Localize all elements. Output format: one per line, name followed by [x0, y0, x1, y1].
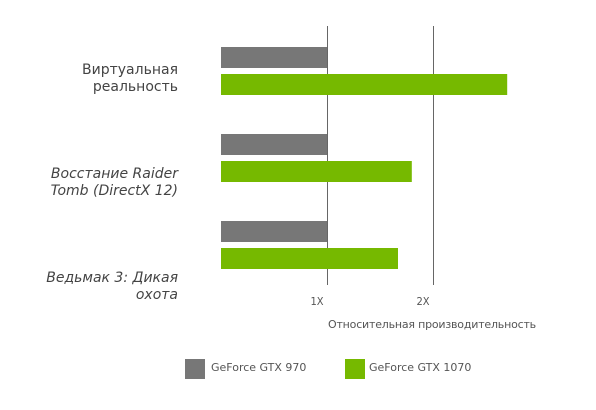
category-label-line: Восстание Raider	[50, 166, 178, 182]
bar-series-1-category-1	[221, 47, 327, 68]
x-tick-label: 2X	[416, 295, 430, 308]
bar-series-2-category-3	[221, 248, 398, 269]
category-label-line: реальность	[92, 79, 178, 95]
bar-series-2-category-1	[221, 74, 508, 95]
category-label-line: охота	[135, 287, 178, 303]
category-label-1: Виртуальная реальность	[8, 62, 178, 96]
x-axis-title: Относительная производительность	[328, 318, 536, 331]
legend-swatch	[345, 359, 365, 379]
category-label-line: Виртуальная	[82, 62, 178, 78]
bars	[221, 47, 508, 269]
category-label-line: Ведьмак 3: Дикая	[46, 270, 178, 286]
bar-series-1-category-2	[221, 134, 327, 155]
category-label-3: Ведьмак 3: Дикая охота	[8, 270, 178, 304]
category-label-2: Восстание Raider Tomb (DirectX 12)	[8, 166, 178, 200]
category-label-line: Tomb (DirectX 12)	[50, 183, 178, 199]
x-tick-label: 1X	[310, 295, 324, 308]
legend-swatch	[185, 359, 205, 379]
bar-series-1-category-3	[221, 221, 327, 242]
bar-series-2-category-2	[221, 161, 412, 182]
legend-label: GeForce GTX 970	[211, 361, 307, 374]
legend-label: GeForce GTX 1070	[369, 361, 472, 374]
gridlines	[327, 26, 434, 285]
